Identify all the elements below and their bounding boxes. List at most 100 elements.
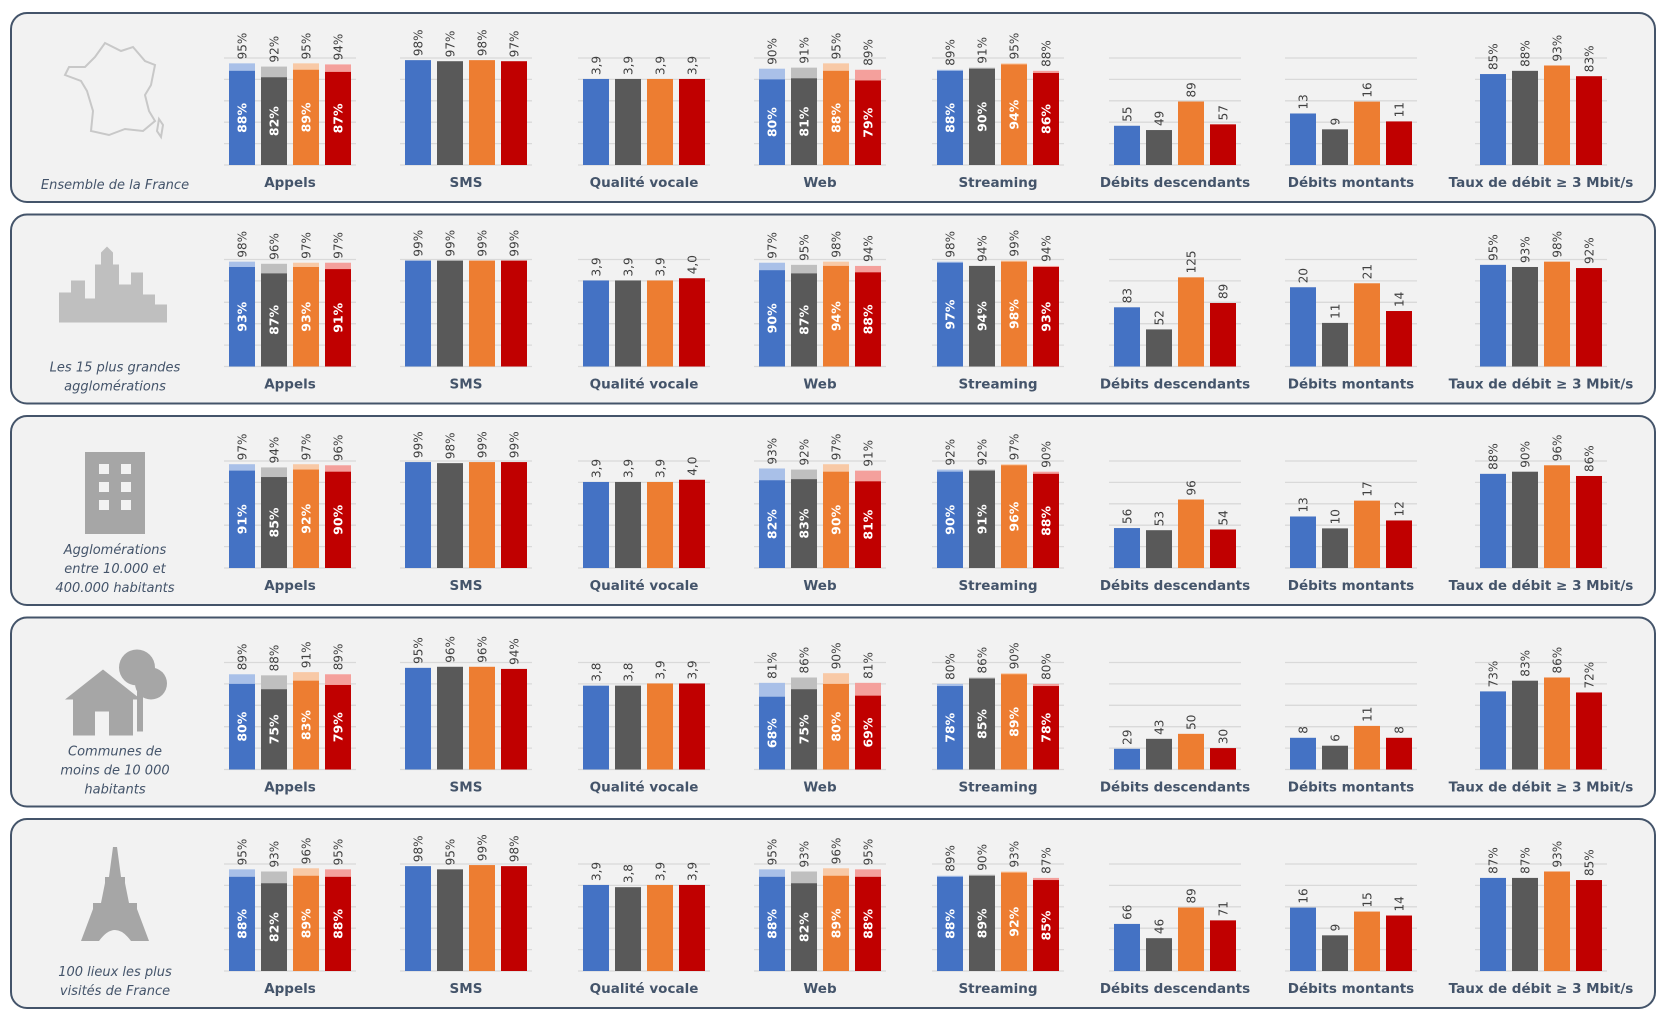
bar-inner-label: 88%	[861, 908, 876, 938]
chart-appels: 91% 97% 85% 94% 92% 97% 90% 96% Appels	[224, 434, 356, 594]
bar-value-label: 57	[1217, 105, 1231, 120]
bar-inner-label: 75%	[267, 714, 282, 744]
bar-value-label: 13	[1297, 497, 1311, 512]
bar-inner	[823, 875, 849, 971]
bar-inner-label: 89%	[829, 908, 844, 938]
chart-streaming: 90% 92% 91% 92% 96% 97% 88% 90% Streaming	[932, 434, 1064, 594]
bar	[1354, 911, 1380, 971]
chart-taux-de-d-bit-3-mbit-s: 73% 83% 86% 72% Taux de débit ≥ 3 Mbit/s	[1449, 647, 1634, 796]
chart-title: Taux de débit ≥ 3 Mbit/s	[1449, 377, 1634, 393]
bar	[1210, 529, 1236, 568]
bar-inner-label: 89%	[299, 908, 314, 938]
bar-value-label: 99%	[476, 834, 490, 861]
bar-value-label: 90%	[766, 38, 780, 65]
bar	[647, 280, 673, 367]
bar-value-label: 97%	[508, 31, 522, 58]
bar-inner	[823, 471, 849, 568]
bar	[647, 683, 673, 770]
chart-title: Web	[803, 175, 837, 191]
bar-inner	[1001, 64, 1027, 165]
bar	[1512, 680, 1538, 770]
chart-sms: 99% 99% 99% 99% SMS	[400, 230, 532, 393]
chart-title: Débits montants	[1288, 377, 1414, 393]
bar-inner	[759, 270, 785, 367]
bar-inner-label: 91%	[331, 302, 346, 332]
bar-value-label: 16	[1297, 888, 1311, 903]
bar	[679, 78, 705, 165]
bar	[1290, 516, 1316, 568]
bar-value-label: 20	[1297, 268, 1311, 283]
chart-title: Appels	[264, 377, 316, 393]
bar-value-label: 56	[1121, 509, 1135, 524]
bar-value-label: 17	[1361, 481, 1375, 496]
bar-inner-label: 88%	[765, 908, 780, 938]
bar-value-label: 11	[1329, 304, 1343, 319]
bar-value-label: 99%	[508, 230, 522, 257]
eiffel-tower-icon	[81, 847, 149, 941]
bar-inner	[1001, 465, 1027, 568]
bar-value-label: 88%	[268, 645, 282, 672]
bar	[1146, 738, 1172, 770]
bar	[1354, 283, 1380, 367]
bar-inner-label: 88%	[943, 102, 958, 132]
bar-inner	[229, 683, 255, 770]
chart-title: Streaming	[958, 981, 1037, 997]
bar-value-label: 30	[1217, 729, 1231, 744]
bar-value-label: 94%	[508, 638, 522, 665]
chart-title: Qualité vocale	[590, 981, 699, 997]
bar-value-label: 52	[1153, 310, 1167, 325]
chart-streaming: 88% 89% 90% 91% 94% 95% 86% 88% Streaming	[932, 33, 1064, 191]
bar-value-label: 8	[1297, 726, 1311, 734]
bar-value-label: 71	[1217, 901, 1231, 916]
bar-inner	[325, 269, 351, 367]
segment-label: Ensemble de la France	[41, 178, 189, 193]
bar-value-label: 3,9	[590, 459, 604, 478]
bar-inner-label: 80%	[765, 107, 780, 137]
bar-value-label: 97%	[1008, 434, 1022, 461]
chart-streaming: 78% 80% 85% 86% 89% 90% 78% 80% Streaming	[932, 643, 1064, 796]
bar-inner-label: 83%	[797, 508, 812, 538]
bar-value-label: 9	[1329, 118, 1343, 126]
bar-inner	[855, 80, 881, 165]
bar-value-label: 29	[1121, 730, 1135, 745]
chart-d-bits-montants: 8 6 11 8 Débits montants	[1285, 661, 1417, 796]
bar-value-label: 95%	[830, 33, 844, 60]
bar-value-label: 95%	[444, 839, 458, 866]
bar-value-label: 15	[1361, 892, 1375, 907]
france-map-icon	[63, 41, 165, 140]
bar	[679, 278, 705, 367]
bar-inner	[937, 262, 963, 367]
bar-inner-label: 87%	[797, 305, 812, 335]
bar	[1178, 499, 1204, 568]
bar-inner-label: 88%	[829, 102, 844, 132]
bar	[437, 666, 463, 770]
bar-inner	[937, 471, 963, 568]
bar	[1544, 261, 1570, 367]
bar-inner	[229, 70, 255, 165]
bar-value-label: 10	[1329, 509, 1343, 524]
bar-inner-label: 85%	[267, 507, 282, 537]
bar-value-label: 91%	[862, 440, 876, 467]
bar	[1480, 473, 1506, 568]
bar-value-label: 11	[1361, 707, 1375, 722]
bar-value-label: 93%	[766, 438, 780, 465]
bar-value-label: 91%	[300, 641, 314, 668]
bar-inner	[791, 689, 817, 770]
bar	[1480, 264, 1506, 367]
bar	[1544, 465, 1570, 568]
segment-label: Agglomérations	[63, 543, 167, 558]
bar	[1386, 311, 1412, 367]
bar-value-label: 83	[1121, 288, 1135, 303]
bar	[469, 260, 495, 367]
bar-inner	[855, 481, 881, 568]
segment-panel: Ensemble de la France88%95%82%92%89%95%8…	[10, 12, 1656, 203]
bar-value-label: 91%	[798, 37, 812, 64]
bar-value-label: 54	[1217, 510, 1231, 525]
bar-value-label: 99%	[1008, 230, 1022, 257]
chart-title: Web	[803, 981, 837, 997]
building-icon	[85, 452, 145, 534]
bar-value-label: 3,9	[590, 862, 604, 881]
bar-value-label: 3,9	[686, 660, 700, 679]
chart-title: Débits descendants	[1100, 981, 1250, 997]
